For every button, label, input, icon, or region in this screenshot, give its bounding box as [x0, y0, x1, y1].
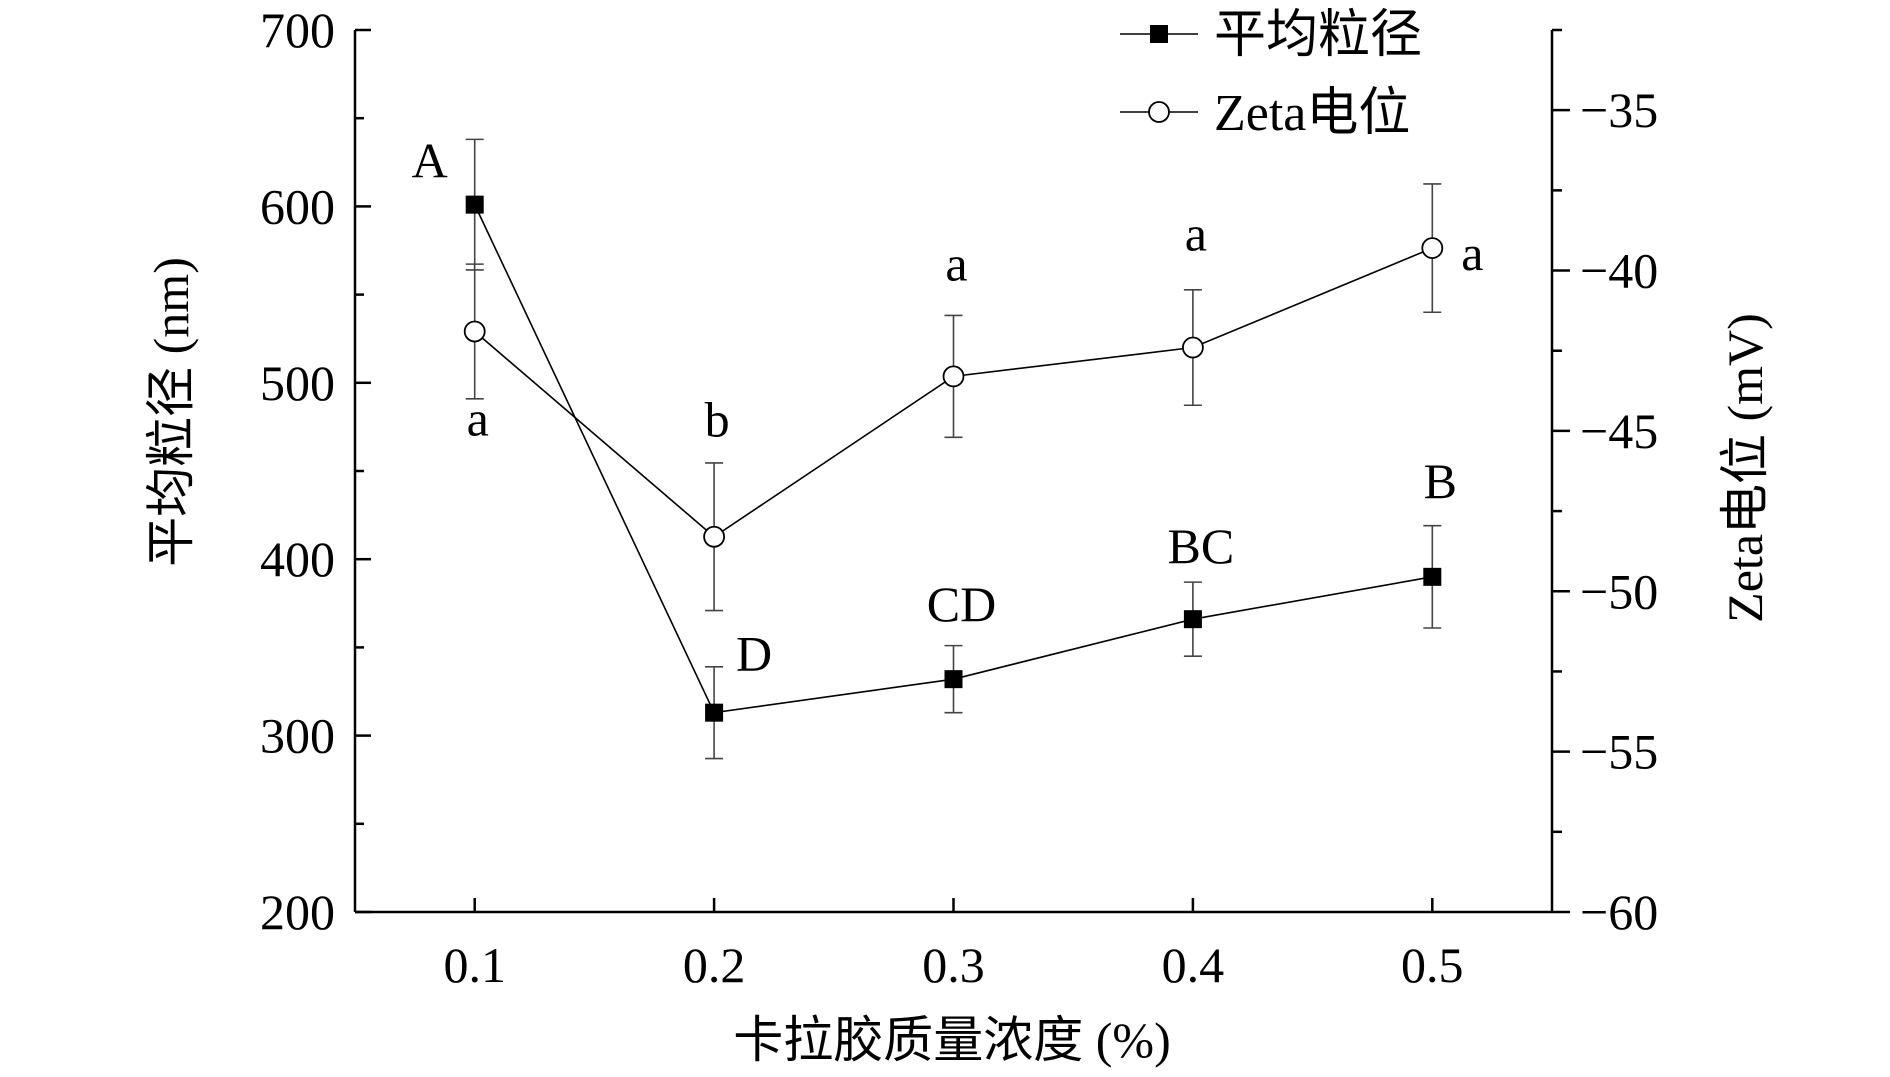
data-point-circle	[942, 365, 965, 388]
data-point-square	[465, 195, 484, 214]
axes: 0.1 0.2 0.3 0.4 0.5 200 300 400 500 600 700 −60 −55 −…	[260, 2, 1658, 993]
data-point-square	[1183, 610, 1202, 629]
significance-label: A	[412, 133, 448, 189]
data-point-circle	[463, 320, 486, 343]
right-y-tick-label: −50	[1580, 563, 1658, 619]
x-tick-label: 0.2	[683, 937, 746, 993]
x-tick-label: 0.4	[1162, 937, 1225, 993]
data-point-circle	[1421, 237, 1444, 259]
legend-label: 平均粒径	[1214, 7, 1422, 64]
right-y-tick-label: −35	[1580, 82, 1658, 138]
left-y-tick-label: 400	[260, 531, 335, 587]
left-y-tick-label: 600	[260, 178, 335, 234]
significance-label: B	[1424, 453, 1457, 509]
data-point-square	[944, 670, 963, 689]
right-y-axis-title: Zeta电位 (mV)	[1717, 313, 1773, 623]
significance-label: b	[705, 392, 730, 448]
right-y-tick-label: −45	[1580, 403, 1658, 459]
significance-label: a	[1185, 206, 1207, 262]
significance-label: D	[736, 626, 772, 682]
right-y-tick-label: −40	[1580, 243, 1658, 299]
legend: 平均粒径 Zeta电位	[1120, 7, 1422, 142]
left-y-tick-label: 700	[260, 2, 335, 58]
significance-label: a	[1461, 225, 1483, 281]
x-axis-title: 卡拉胶质量浓度 (%)	[733, 1012, 1170, 1068]
legend-marker-circle	[1148, 101, 1170, 123]
left-y-tick-label: 200	[260, 884, 335, 940]
significance-label: CD	[927, 576, 996, 632]
right-y-tick-label: −55	[1580, 724, 1658, 780]
x-tick-label: 0.1	[443, 937, 506, 993]
legend-label: Zeta电位	[1214, 85, 1410, 142]
right-y-tick-label: −60	[1580, 884, 1658, 940]
left-y-axis-title: 平均粒径 (nm)	[143, 257, 199, 567]
data-point-square	[705, 703, 724, 722]
significance-label: BC	[1168, 518, 1235, 574]
x-tick-label: 0.3	[922, 937, 985, 993]
significance-label: a	[945, 235, 967, 291]
data-markers	[463, 195, 1444, 722]
data-point-square	[1423, 567, 1442, 586]
left-y-tick-label: 300	[260, 708, 335, 764]
left-y-tick-label: 500	[260, 355, 335, 411]
legend-marker-square	[1150, 25, 1168, 43]
data-point-circle	[1182, 336, 1204, 359]
significance-label: a	[467, 390, 489, 446]
x-tick-label: 0.5	[1401, 937, 1464, 993]
significance-labels: A D CD BC Ba b a a a	[412, 133, 1484, 682]
data-point-circle	[703, 525, 725, 548]
